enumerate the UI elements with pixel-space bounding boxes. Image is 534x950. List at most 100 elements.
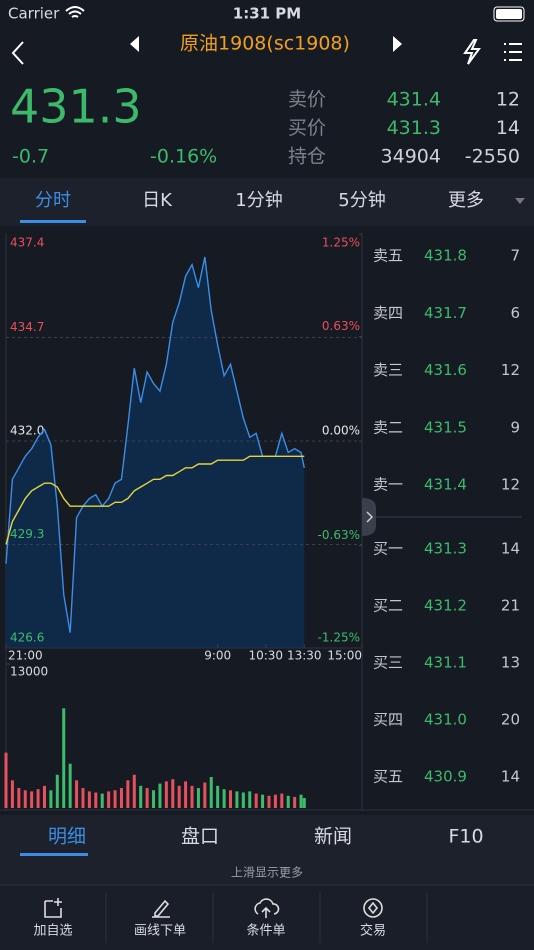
- volume-bar: [248, 791, 252, 808]
- series-line: [5, 256, 305, 633]
- volume-bar: [145, 788, 149, 808]
- volume-bar: [302, 798, 306, 808]
- book-volume: 13: [501, 654, 520, 672]
- detail-tab[interactable]: 新闻: [314, 826, 352, 848]
- volume-bar: [17, 788, 21, 808]
- menu-icon[interactable]: [504, 43, 522, 61]
- book-volume: 21: [501, 597, 520, 615]
- book-volume: 6: [510, 304, 520, 322]
- volume-bar: [261, 794, 265, 808]
- draw-icon[interactable]: [152, 899, 170, 918]
- book-price: 431.6: [424, 361, 467, 379]
- volume-bar: [87, 791, 91, 808]
- book-volume: 9: [510, 418, 520, 436]
- chart-tab[interactable]: 5分钟: [338, 190, 385, 211]
- handle-arrow: [366, 511, 374, 523]
- back-button[interactable]: [11, 41, 24, 65]
- volume-bar: [196, 788, 200, 808]
- tab-indicator: [20, 220, 86, 223]
- volume-bar: [132, 774, 136, 808]
- book-price: 431.4: [424, 476, 467, 494]
- price-chart: 437.4 434.7 432.0 429.3 426.6 1.25% 0.63% 0.00%…: [5, 233, 363, 663]
- volume-bar: [190, 785, 194, 808]
- volume-bar: [113, 790, 117, 808]
- book-volume: 12: [501, 476, 520, 494]
- y-tick-label: 426.6: [10, 631, 44, 645]
- change: -0.7: [12, 146, 49, 168]
- quote-label: 持仓: [288, 146, 326, 168]
- series-line: [5, 455, 305, 545]
- x-tick-label: 9:00: [204, 649, 231, 663]
- volume-bar: [184, 781, 188, 808]
- y-tick-label: 429.3: [10, 527, 44, 541]
- book-label: 卖三: [373, 361, 403, 379]
- y-tick-label: 434.7: [10, 320, 44, 334]
- chart-tab[interactable]: 更多: [448, 190, 484, 211]
- condition-icon[interactable]: [254, 898, 280, 918]
- book-volume: 14: [501, 768, 520, 786]
- toolbar-label[interactable]: 画线下单: [134, 924, 186, 939]
- volume-bar: [4, 752, 8, 808]
- y2-tick-label: 1.25%: [322, 236, 360, 250]
- volume-bar: [75, 780, 79, 808]
- carrier: Carrier: [8, 5, 60, 23]
- volume-bar: [216, 785, 220, 808]
- quote-volume: -2550: [465, 146, 520, 168]
- volume-bar: [235, 791, 239, 808]
- volume-bar: [222, 789, 226, 808]
- x-tick-label: 10:30: [248, 649, 283, 663]
- quote-value: 34904: [381, 146, 441, 168]
- book-price: 431.7: [424, 304, 467, 322]
- book-volume: 12: [501, 361, 520, 379]
- volume-bar: [81, 788, 85, 808]
- next-button[interactable]: [393, 36, 402, 52]
- toolbar-label[interactable]: 交易: [360, 923, 386, 939]
- toolbar-label[interactable]: 加自选: [33, 924, 72, 939]
- chart-tab[interactable]: 分时: [35, 190, 71, 211]
- detail-tab[interactable]: 盘口: [181, 826, 219, 848]
- book-volume: 14: [501, 540, 520, 558]
- volume-bar: [68, 763, 72, 808]
- quote-value: 431.4: [387, 89, 441, 111]
- add-icon[interactable]: [44, 898, 62, 918]
- flash-icon[interactable]: [463, 39, 481, 65]
- volume-bar: [36, 789, 40, 808]
- volume-bar: [107, 791, 111, 808]
- prev-button[interactable]: [130, 36, 139, 52]
- book-label: 卖四: [373, 304, 403, 322]
- volume-bar: [241, 792, 245, 808]
- book-label: 卖二: [373, 418, 403, 436]
- battery: [493, 6, 525, 22]
- book-price: 431.5: [424, 418, 467, 436]
- nav-title: 原油1908(sc1908): [180, 33, 350, 55]
- y2-tick-label: 0.00%: [322, 424, 360, 438]
- toolbar-label[interactable]: 条件单: [246, 923, 285, 939]
- book-label: 买三: [373, 654, 403, 672]
- volume-bar: [286, 795, 290, 808]
- quote-volume: 14: [496, 117, 520, 139]
- dropdown-icon[interactable]: [515, 198, 525, 204]
- volume-bar: [177, 785, 181, 808]
- volume-bar: [171, 779, 175, 808]
- trade-icon[interactable]: [363, 898, 383, 918]
- volume-bar: [209, 776, 213, 808]
- book-volume: 7: [510, 247, 520, 265]
- volume-bar: [55, 774, 59, 808]
- detail-tab[interactable]: 明细: [48, 826, 86, 848]
- detail-tab[interactable]: F10: [448, 826, 483, 848]
- volume-bar: [293, 796, 297, 808]
- y-tick-label: 437.4: [10, 236, 44, 250]
- book-label: 买一: [373, 540, 403, 558]
- book-label: 买二: [373, 597, 403, 615]
- book-price: 431.8: [424, 247, 467, 265]
- volume-bar: [139, 785, 143, 808]
- panel-handle[interactable]: [362, 498, 376, 536]
- chart-tab[interactable]: 1分钟: [235, 190, 282, 211]
- volume-bar: [119, 788, 123, 808]
- battery-level: [496, 9, 522, 19]
- y2-tick-label: 0.63%: [322, 319, 360, 333]
- x-tick-label: 21:00: [8, 649, 43, 663]
- toolbar-bg: [0, 886, 534, 950]
- chart-tab[interactable]: 日K: [142, 190, 173, 211]
